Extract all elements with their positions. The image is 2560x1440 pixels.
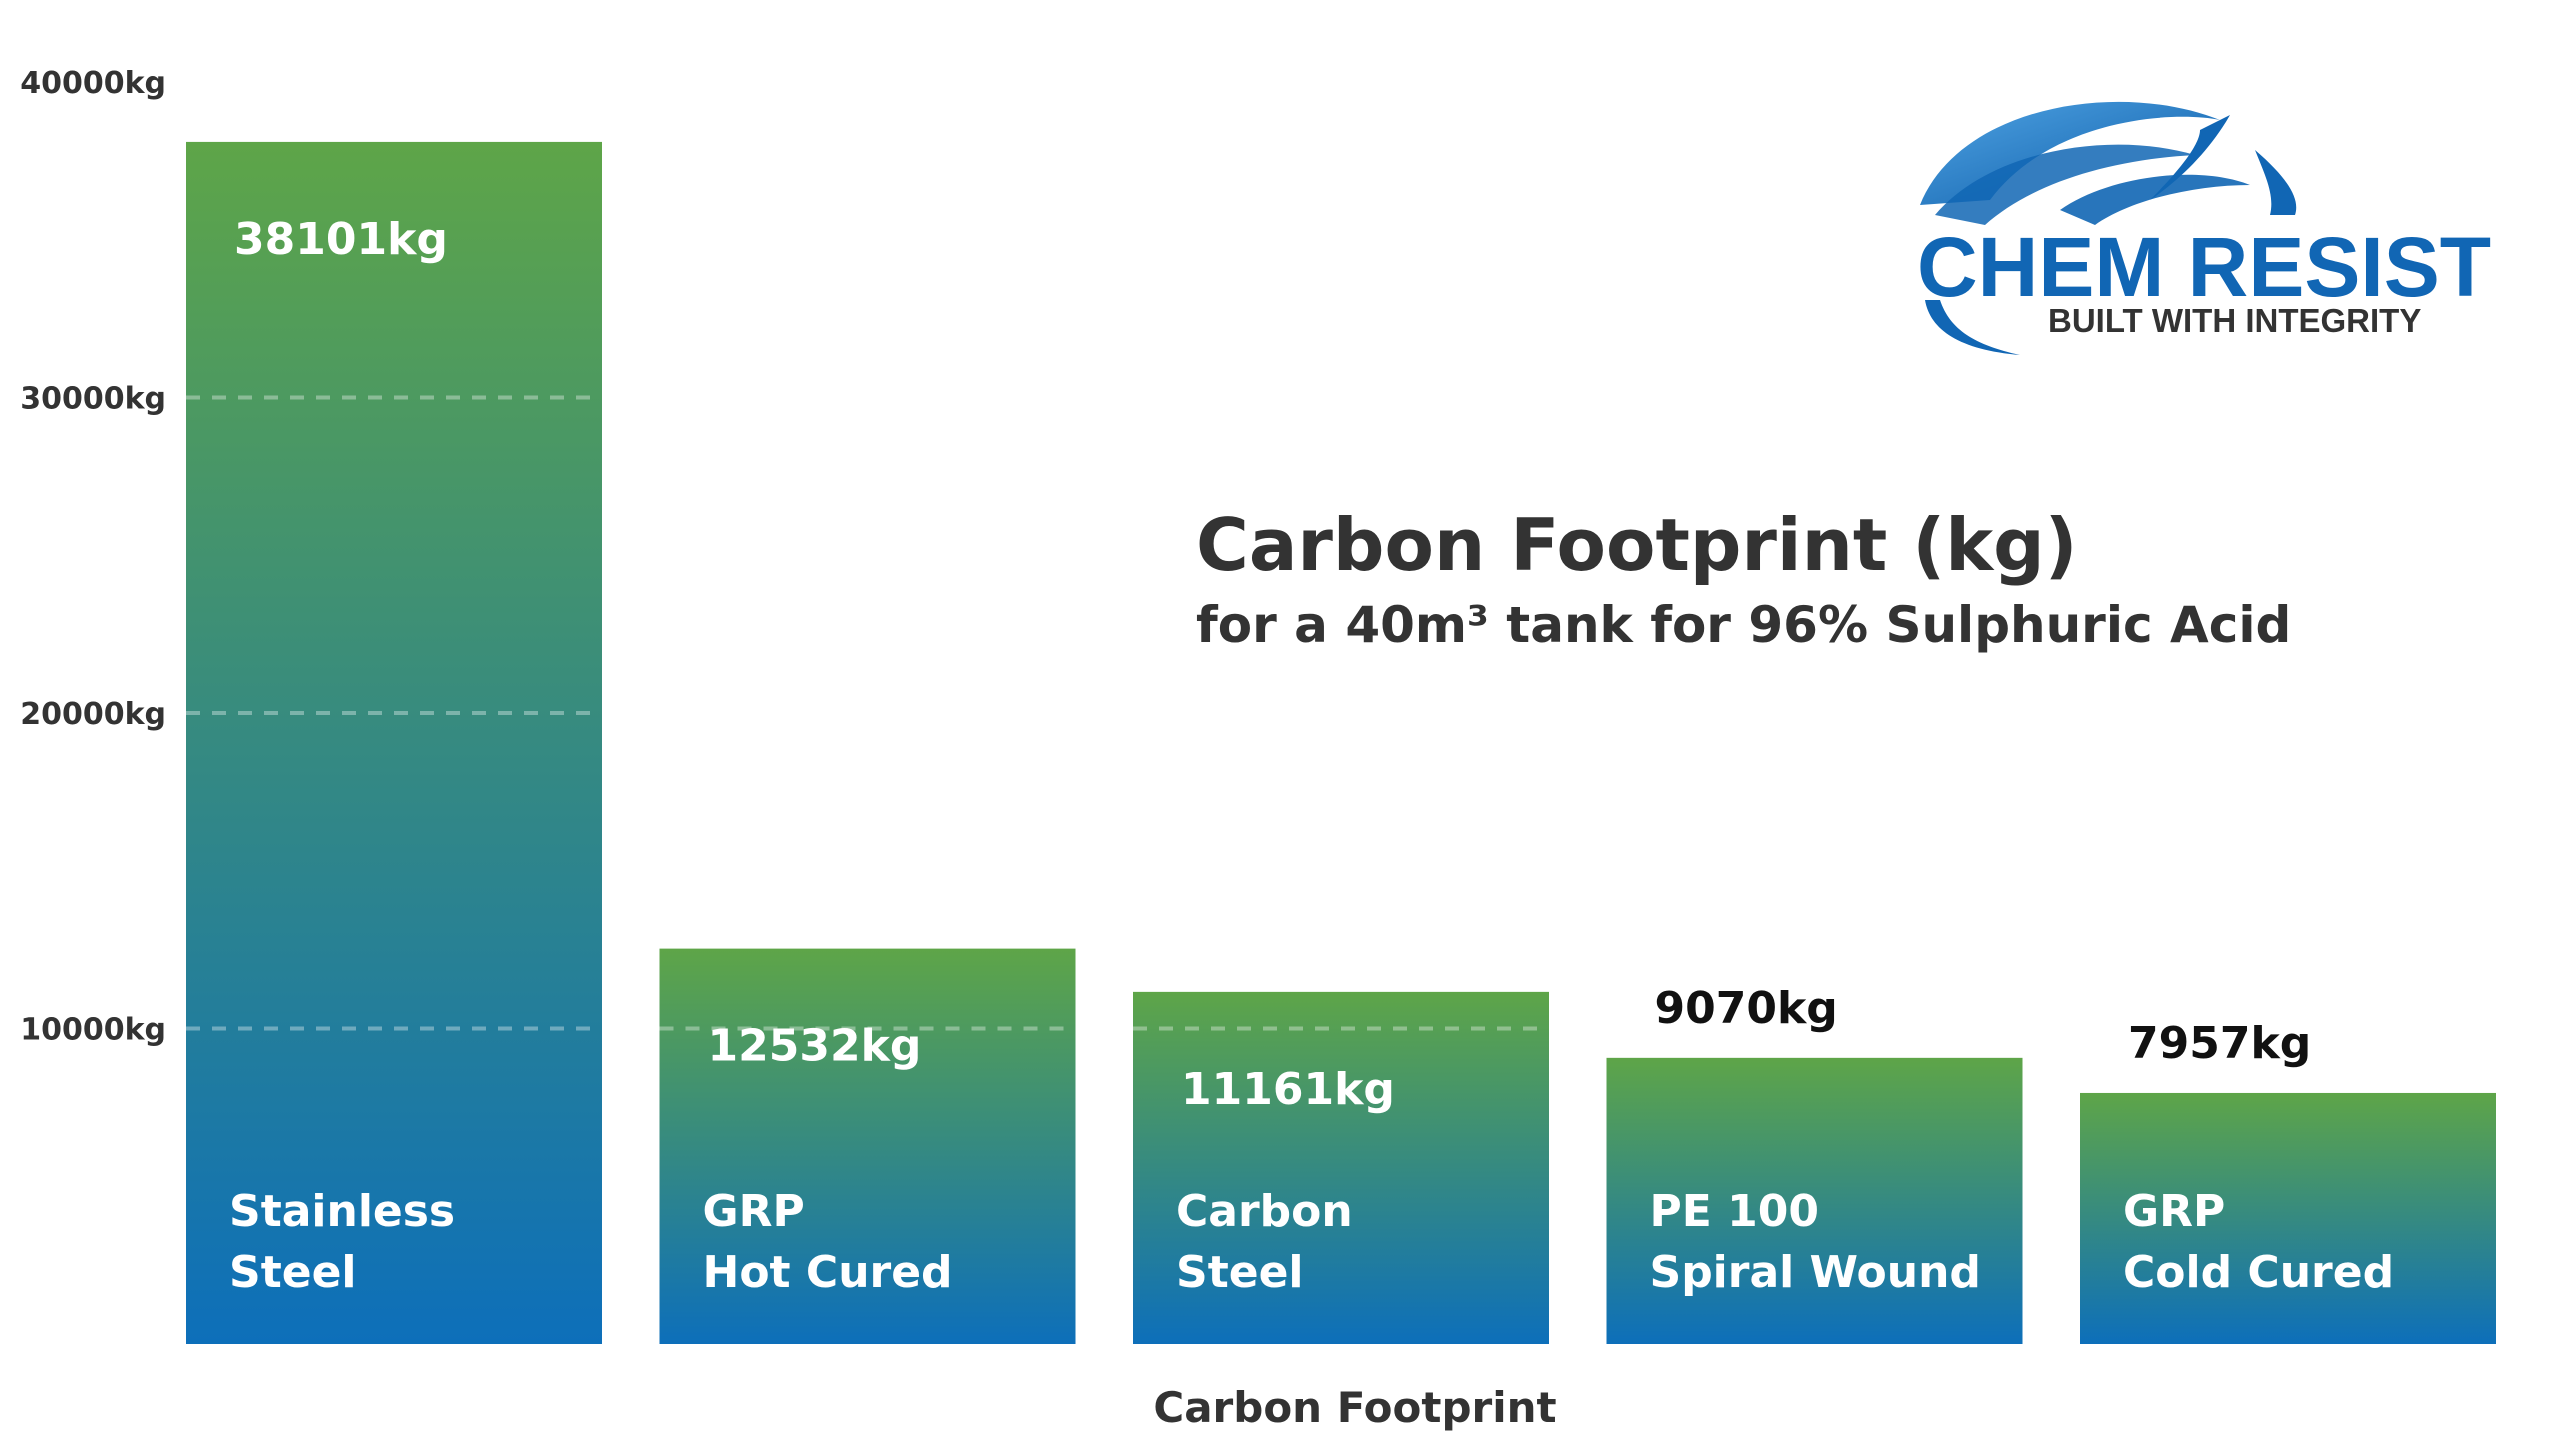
chem-resist-logo: CHEM RESIST BUILT WITH INTEGRITY xyxy=(1917,101,2491,355)
bars xyxy=(186,141,2496,1344)
bar-value-label: 7957kg xyxy=(2128,1018,2311,1069)
bar-category-label-line2: Spiral Wound xyxy=(1650,1247,1981,1298)
y-tick-label: 20000kg xyxy=(20,697,166,732)
bar-category-label-line1: Stainless xyxy=(229,1186,455,1237)
bar-value-label: 38101kg xyxy=(234,214,448,265)
bar-category-label-line1: GRP xyxy=(2123,1186,2225,1237)
bar xyxy=(2080,1092,2496,1344)
y-tick-label: 10000kg xyxy=(20,1013,166,1048)
chart-subtitle: for a 40m³ tank for 96% Sulphuric Acid xyxy=(1196,596,2291,654)
bar-category-label-line2: Steel xyxy=(229,1247,357,1298)
x-axis-label: Carbon Footprint xyxy=(1153,1383,1556,1432)
bar-category-label-line2: Hot Cured xyxy=(703,1247,953,1298)
logo-name: CHEM RESIST xyxy=(1917,220,2491,314)
bar-category-label-line1: GRP xyxy=(703,1186,805,1237)
y-tick-label: 30000kg xyxy=(20,382,166,417)
bar xyxy=(1133,991,1549,1344)
bar xyxy=(186,141,602,1344)
y-axis: 10000kg 20000kg 30000kg 40000kg xyxy=(20,66,166,1048)
chart-title: Carbon Footprint (kg) xyxy=(1196,503,2078,587)
bar xyxy=(1606,1057,2023,1344)
bar-value-label: 12532kg xyxy=(708,1021,922,1072)
bar xyxy=(659,948,1076,1344)
logo-tagline: BUILT WITH INTEGRITY xyxy=(2048,302,2421,339)
logo-swoosh-icon xyxy=(1920,101,2297,355)
bar-category-label-line1: Carbon xyxy=(1176,1186,1353,1237)
bar-value-label: 11161kg xyxy=(1181,1064,1395,1115)
bar-value-label: 9070kg xyxy=(1655,983,1838,1034)
bar-category-label-line2: Cold Cured xyxy=(2123,1247,2394,1298)
y-tick-label: 40000kg xyxy=(20,66,166,101)
gridlines xyxy=(186,395,1549,1031)
bar-labels: 38101kg Stainless Steel 12532kg GRP Hot Cured… xyxy=(229,214,2394,1298)
bar-category-label-line1: PE 100 xyxy=(1650,1186,1819,1237)
bar-category-label-line2: Steel xyxy=(1176,1247,1304,1298)
